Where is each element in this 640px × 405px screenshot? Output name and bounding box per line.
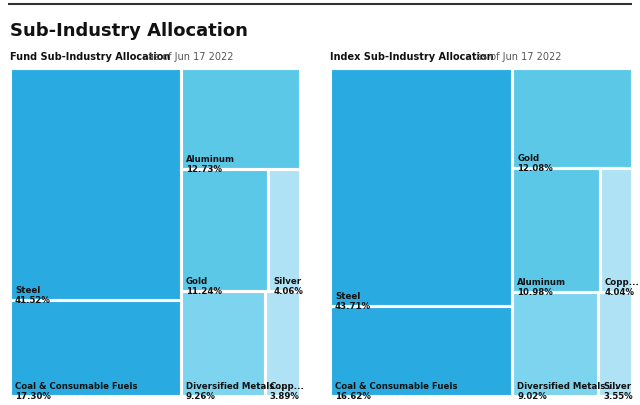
Text: Sub-Industry Allocation: Sub-Industry Allocation: [10, 22, 248, 40]
FancyBboxPatch shape: [11, 69, 180, 298]
Text: 4.06%: 4.06%: [273, 287, 303, 296]
Text: Index Sub-Industry Allocation: Index Sub-Industry Allocation: [330, 52, 493, 62]
FancyBboxPatch shape: [513, 169, 599, 291]
Text: Coal & Consumable Fuels: Coal & Consumable Fuels: [15, 382, 138, 391]
Text: Aluminum: Aluminum: [517, 278, 566, 287]
Text: Copp...: Copp...: [269, 382, 305, 391]
Text: 4.04%: 4.04%: [605, 288, 635, 297]
FancyBboxPatch shape: [11, 301, 180, 395]
Text: 9.02%: 9.02%: [517, 392, 547, 401]
FancyBboxPatch shape: [601, 169, 631, 291]
Text: 12.08%: 12.08%: [517, 164, 553, 173]
FancyBboxPatch shape: [331, 307, 511, 395]
FancyBboxPatch shape: [266, 292, 299, 395]
Text: Gold: Gold: [517, 154, 540, 163]
FancyBboxPatch shape: [182, 69, 299, 168]
FancyBboxPatch shape: [182, 171, 268, 290]
Text: Silver: Silver: [603, 382, 631, 391]
Text: Steel: Steel: [15, 286, 40, 294]
Text: Diversified Metals ...: Diversified Metals ...: [517, 382, 619, 391]
Text: Aluminum: Aluminum: [186, 156, 235, 164]
FancyBboxPatch shape: [269, 171, 299, 290]
Text: Gold: Gold: [186, 277, 208, 286]
FancyBboxPatch shape: [599, 293, 631, 395]
Text: as of Jun 17 2022: as of Jun 17 2022: [148, 52, 234, 62]
Text: Diversified Metals ...: Diversified Metals ...: [186, 382, 287, 391]
Text: Coal & Consumable Fuels: Coal & Consumable Fuels: [335, 382, 458, 391]
Text: Fund Sub-Industry Allocation: Fund Sub-Industry Allocation: [10, 52, 170, 62]
Text: Steel: Steel: [335, 292, 360, 301]
Text: 17.30%: 17.30%: [15, 392, 51, 401]
Text: 12.73%: 12.73%: [186, 165, 221, 175]
Text: 41.52%: 41.52%: [15, 296, 51, 305]
Text: 3.55%: 3.55%: [603, 392, 633, 401]
FancyBboxPatch shape: [182, 292, 264, 395]
Text: Copp...: Copp...: [605, 278, 639, 287]
Text: 9.26%: 9.26%: [186, 392, 216, 401]
Text: 16.62%: 16.62%: [335, 392, 371, 401]
Text: 3.89%: 3.89%: [269, 392, 300, 401]
FancyBboxPatch shape: [513, 69, 631, 167]
Text: Silver: Silver: [273, 277, 301, 286]
FancyBboxPatch shape: [331, 69, 511, 305]
Text: as of Jun 17 2022: as of Jun 17 2022: [476, 52, 561, 62]
FancyBboxPatch shape: [513, 293, 597, 395]
Text: 11.24%: 11.24%: [186, 287, 221, 296]
Text: 10.98%: 10.98%: [517, 288, 553, 297]
Text: 43.71%: 43.71%: [335, 302, 371, 311]
